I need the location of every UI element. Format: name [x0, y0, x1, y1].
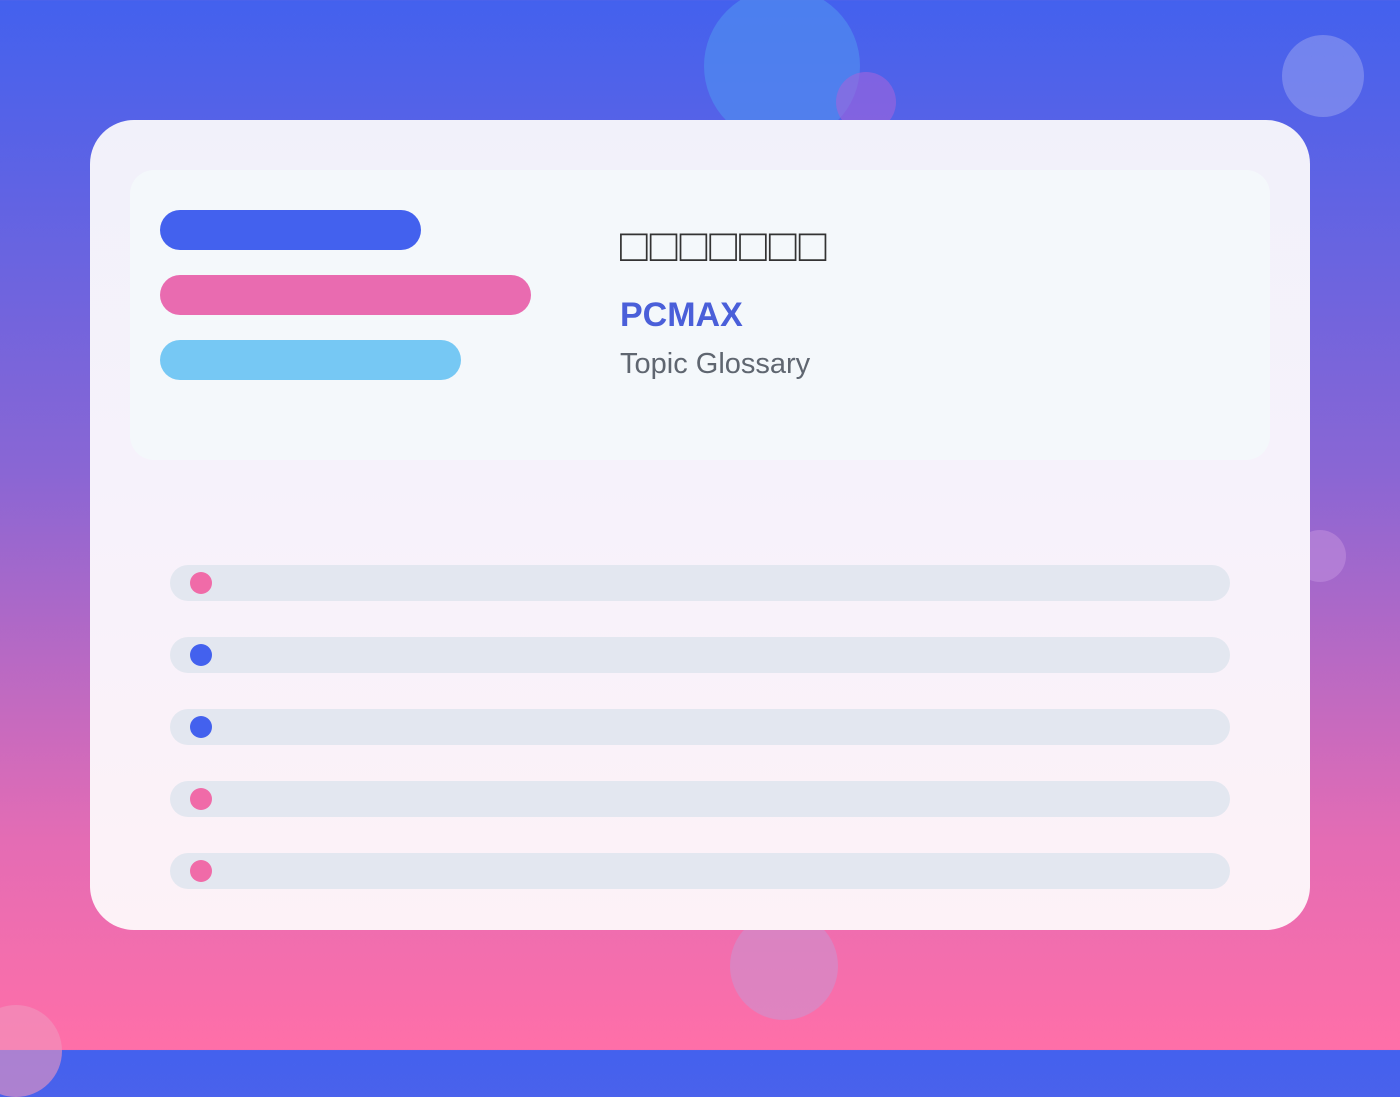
dot	[190, 860, 212, 882]
subtitle: Topic Glossary	[620, 348, 811, 380]
accent-bar	[160, 275, 531, 315]
dot	[190, 644, 212, 666]
list-row	[170, 565, 1230, 601]
dot	[190, 572, 212, 594]
title: □□□□□□□	[620, 219, 829, 271]
list-row	[170, 781, 1230, 817]
accent-bar	[160, 210, 421, 250]
list-row	[170, 709, 1230, 745]
list-row	[170, 853, 1230, 889]
list-row	[170, 637, 1230, 673]
header-panel: □□□□□□□ PCMAX Topic Glossary	[130, 170, 1270, 460]
bubble	[0, 1005, 62, 1097]
brand: PCMAX	[620, 296, 743, 334]
card: □□□□□□□ PCMAX Topic Glossary	[90, 120, 1310, 930]
bubble	[730, 912, 838, 1020]
dot	[190, 716, 212, 738]
dot	[190, 788, 212, 810]
accent-bar	[160, 340, 461, 380]
bubble	[1282, 35, 1364, 117]
